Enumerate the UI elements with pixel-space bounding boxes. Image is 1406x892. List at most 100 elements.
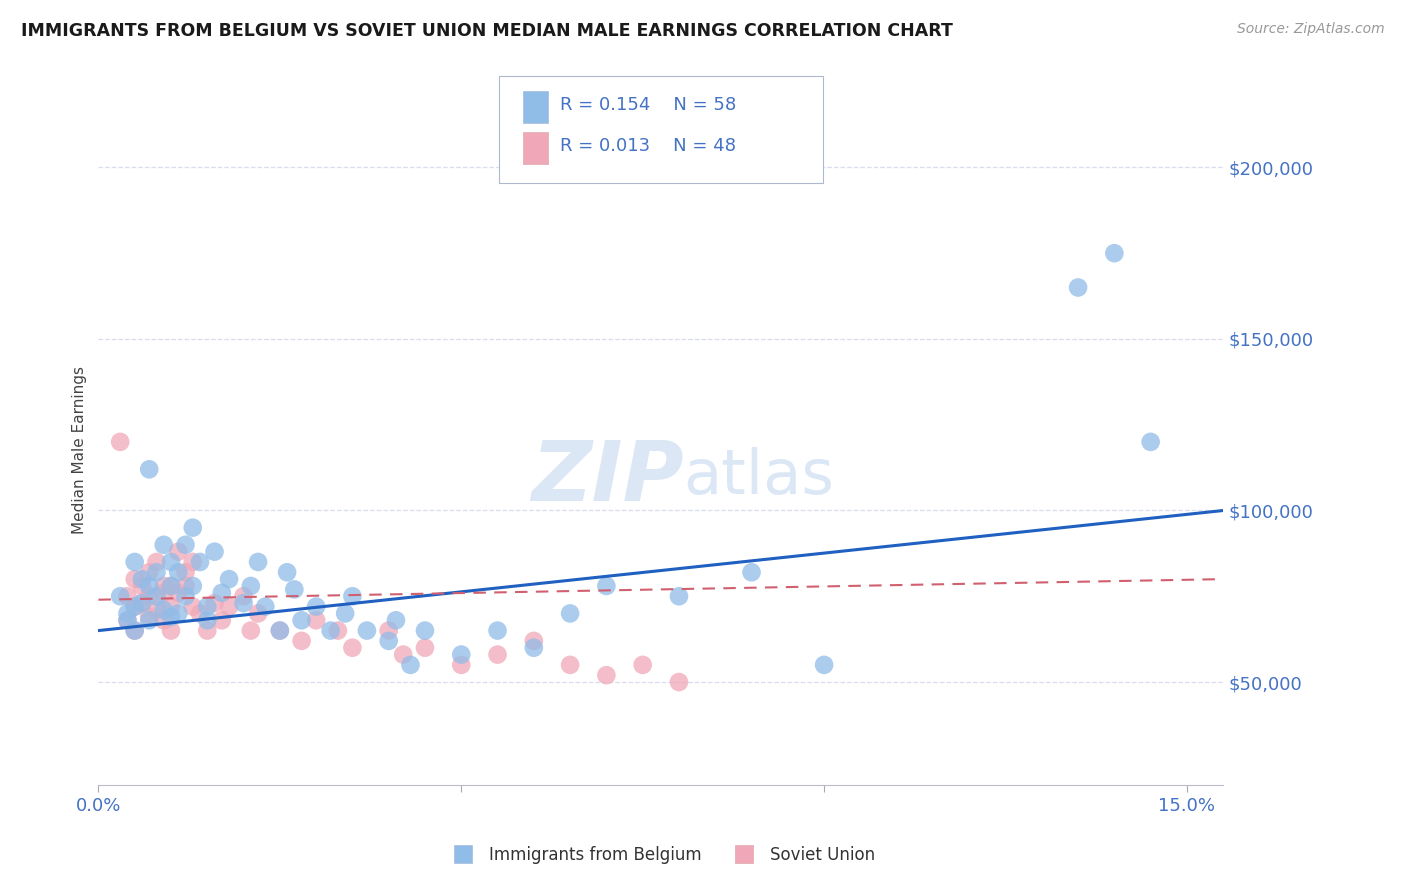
Point [247,607,270,621]
Point [152,586,174,600]
Point [124,599,146,614]
Text: R = 0.013    N = 48: R = 0.013 N = 48 [560,137,735,155]
Legend: Immigrants from Belgium, Soviet Union: Immigrants from Belgium, Soviet Union [440,839,882,871]
Point [124,572,146,586]
Point [124,599,146,614]
Point [181,579,204,593]
Text: IMMIGRANTS FROM BELGIUM VS SOVIET UNION MEDIAN MALE EARNINGS CORRELATION CHART: IMMIGRANTS FROM BELGIUM VS SOVIET UNION … [21,22,953,40]
Point [668,589,690,603]
Point [117,607,139,621]
Point [145,555,167,569]
Point [138,613,160,627]
Point [305,599,328,614]
Point [211,613,233,627]
Point [160,624,183,638]
Point [181,555,204,569]
Point [131,572,153,586]
Text: ZIP: ZIP [530,437,683,517]
Point [283,582,305,597]
Point [668,675,690,690]
Point [145,603,167,617]
Point [486,648,509,662]
Point [188,607,211,621]
Point [138,610,160,624]
Point [174,579,197,593]
Point [138,579,160,593]
Point [269,624,291,638]
Point [211,586,233,600]
Point [1104,246,1126,260]
Point [117,613,139,627]
Point [218,599,240,614]
Point [595,668,617,682]
Point [145,566,167,580]
Point [276,566,298,580]
Point [399,657,422,672]
Y-axis label: Median Male Earnings: Median Male Earnings [72,367,87,534]
Point [392,648,415,662]
Point [181,521,204,535]
Point [356,624,378,638]
Point [167,566,190,580]
Point [167,607,190,621]
Point [239,579,262,593]
Point [450,657,472,672]
Point [342,640,364,655]
Point [218,572,240,586]
Point [174,566,197,580]
Point [131,579,153,593]
Text: atlas: atlas [683,447,834,508]
Point [160,610,183,624]
Point [160,579,183,593]
Point [333,607,356,621]
Point [108,589,131,603]
Point [124,555,146,569]
Point [239,624,262,638]
Point [160,599,183,614]
Point [523,633,546,648]
Point [138,589,160,603]
Point [174,589,197,603]
Point [631,657,654,672]
Point [131,596,153,610]
Point [195,624,218,638]
Point [1067,280,1090,294]
Point [413,624,436,638]
Point [377,633,399,648]
Point [117,589,139,603]
Point [269,624,291,638]
Point [232,596,254,610]
Point [145,589,167,603]
Point [124,624,146,638]
Point [167,586,190,600]
Point [450,648,472,662]
Point [167,544,190,558]
Text: Source: ZipAtlas.com: Source: ZipAtlas.com [1237,22,1385,37]
Point [523,640,546,655]
Point [558,607,581,621]
Point [558,657,581,672]
Point [813,657,835,672]
Point [195,613,218,627]
Point [152,538,174,552]
Point [152,613,174,627]
Point [195,599,218,614]
Point [174,538,197,552]
Point [204,596,226,610]
Point [595,579,617,593]
Point [413,640,436,655]
Point [117,613,139,627]
Point [319,624,342,638]
Point [247,555,270,569]
Point [160,579,183,593]
Point [326,624,349,638]
Point [385,613,408,627]
Point [254,599,277,614]
Text: R = 0.154    N = 58: R = 0.154 N = 58 [560,96,735,114]
Point [486,624,509,638]
Point [181,599,204,614]
Point [188,555,211,569]
Point [1139,434,1161,449]
Point [124,624,146,638]
Point [108,434,131,449]
